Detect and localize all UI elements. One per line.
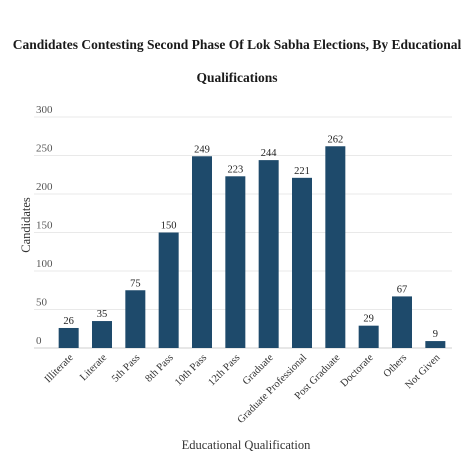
bar	[58, 327, 79, 348]
x-tick-label: Literate	[78, 352, 109, 383]
data-label: 221	[294, 166, 310, 177]
data-label: 223	[227, 164, 243, 175]
y-axis-title: Candidates	[19, 197, 33, 253]
x-tick-label: Doctorate	[339, 352, 376, 389]
data-label: 29	[363, 314, 374, 325]
bar	[158, 232, 179, 348]
x-tick-label: 10th Pass	[173, 352, 209, 388]
y-tick-label: 0	[36, 335, 42, 347]
data-labels: 26 35 75 150 249 223 244 221 262 29 67 9	[63, 134, 438, 340]
y-tick-label: 150	[36, 220, 53, 232]
y-tick-label: 250	[36, 143, 53, 155]
data-label: 262	[327, 134, 343, 145]
y-axis-ticks: 0 50 100 150 200 250 300	[36, 104, 53, 347]
bar	[292, 177, 312, 348]
x-tick-label: 12th Pass	[206, 352, 242, 388]
x-axis-title: Educational Qualification	[182, 438, 312, 452]
x-tick-label: 8th Pass	[143, 352, 175, 384]
data-label: 75	[130, 278, 141, 289]
y-tick-label: 100	[36, 258, 53, 270]
data-label: 67	[397, 284, 408, 295]
data-label: 9	[433, 329, 438, 340]
y-tick-label: 200	[36, 181, 53, 193]
bar	[258, 160, 279, 348]
y-tick-label: 50	[36, 297, 48, 309]
bar	[225, 176, 246, 348]
x-tick-label: Others	[382, 352, 410, 380]
chart-title: Candidates Contesting Second Phase Of Lo…	[12, 37, 462, 85]
bar	[392, 296, 412, 348]
x-tick-label: 5th Pass	[110, 352, 142, 384]
x-tick-label: Illiterate	[43, 352, 76, 385]
bar	[192, 156, 212, 348]
bar	[325, 146, 346, 348]
data-label: 26	[63, 316, 74, 327]
data-label: 249	[194, 144, 210, 155]
bar	[358, 325, 379, 348]
data-label: 244	[261, 148, 278, 159]
x-tick-label: Not Given	[404, 352, 443, 391]
bars	[58, 146, 446, 348]
bar	[92, 321, 112, 348]
y-tick-label: 300	[36, 104, 53, 116]
bar	[425, 341, 446, 348]
data-label: 150	[161, 221, 177, 232]
bar	[125, 290, 146, 348]
data-label: 35	[97, 309, 108, 320]
grid-lines	[34, 116, 452, 349]
